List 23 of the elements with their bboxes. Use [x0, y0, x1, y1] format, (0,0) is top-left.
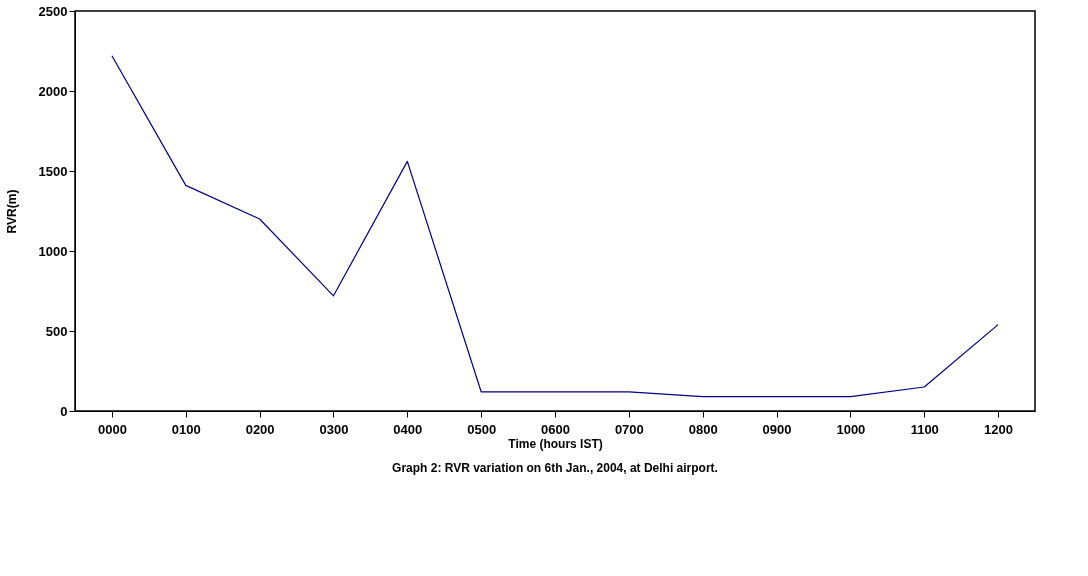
y-tick-label: 2500 — [38, 3, 68, 19]
x-tick-label: 0400 — [393, 421, 423, 437]
x-tick-label: 0000 — [97, 421, 127, 437]
x-tick-label: 0700 — [614, 421, 644, 437]
caption: Graph 2: RVR variation on 6th Jan., 2004, at Delhi airport. — [392, 461, 718, 475]
y-tick-label: 500 — [45, 323, 68, 339]
y-tick-label: 0 — [60, 403, 68, 419]
x-tick-label: 0900 — [762, 421, 792, 437]
x-tick-label: 0200 — [245, 421, 275, 437]
x-tick-label: 0600 — [541, 421, 570, 437]
y-axis-title: RVR(m) — [4, 189, 19, 234]
x-tick-label: 1000 — [836, 421, 866, 437]
y-tick-label: 1500 — [38, 163, 68, 179]
x-tick-label: 0800 — [688, 421, 718, 437]
y-tick-label: 2000 — [38, 83, 68, 99]
x-tick-label: 0100 — [171, 421, 201, 437]
x-tick-label: 0300 — [319, 421, 349, 437]
x-tick-label: 1200 — [984, 421, 1014, 437]
line-series — [111, 55, 999, 398]
x-tick-label: 0500 — [467, 421, 497, 437]
x-axis-title: Time (hours IST) — [508, 436, 603, 451]
y-tick-label: 1000 — [38, 243, 68, 259]
x-tick-label: 1100 — [910, 421, 939, 437]
